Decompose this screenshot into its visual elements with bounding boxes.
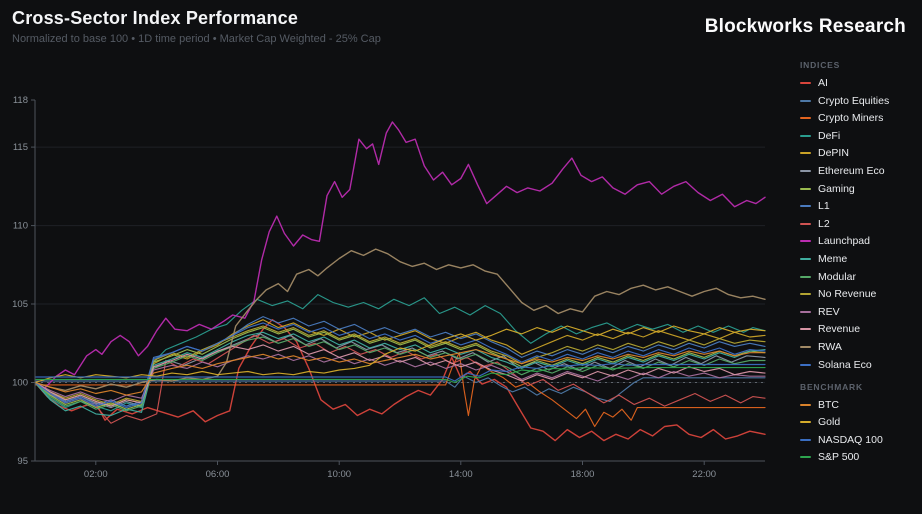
legend-item-l1[interactable]: L1 [800,200,918,212]
series-line-btc[interactable] [34,349,766,396]
page-subtitle: Normalized to base 100 • 1D time period … [12,33,381,45]
chart-canvas[interactable]: 95 100 105 110 115 118 02:00 06:00 10:00 14:00 18:… [0,0,782,514]
legend-item-launchpad[interactable]: Launchpad [800,235,918,247]
legend-swatch-icon [800,438,811,441]
legend-label: L2 [818,217,830,230]
brand-logo[interactable]: Blockworks Research [704,16,906,37]
legend-item-modular[interactable]: Modular [800,271,918,283]
series-line-l1[interactable] [34,316,766,407]
legend-swatch-icon [800,205,811,208]
legend-swatch-icon [800,117,811,120]
legend-swatch-icon [800,82,811,84]
legend-swatch-icon [800,421,811,424]
legend-item-depin[interactable]: DePIN [800,147,918,159]
legend-label: Meme [818,252,848,265]
series-line-rwa[interactable] [34,248,766,392]
legend-swatch-icon [800,328,811,331]
legend-swatch-icon [800,275,811,278]
legend-item-no-revenue[interactable]: No Revenue [800,288,918,300]
legend-swatch-icon [800,240,811,243]
legend-label: Crypto Miners [818,112,884,125]
series-line-nasdaq-100[interactable] [34,363,766,382]
y-tick-label: 110 [13,221,28,232]
legend-item-nasdaq-100[interactable]: NASDAQ 100 [800,434,918,446]
legend-label: AI [818,77,828,89]
legend-label: REV [818,305,840,318]
legend-swatch-icon [800,403,811,406]
legend-panel: INDICES AI Crypto Equities Crypto Miners DeF… [790,60,918,469]
legend-item-rwa[interactable]: RWA [800,341,918,353]
legend-label: Launchpad [818,235,870,248]
legend-group-header: INDICES [800,60,841,70]
legend-item-solana-eco[interactable]: Solana Eco [800,359,918,371]
x-tick-label: 22:00 [692,469,716,480]
x-tick-label: 18:00 [571,469,595,480]
legend-swatch-icon [800,293,811,296]
y-tick-label: 115 [13,142,28,153]
legend-item-crypto-equities[interactable]: Crypto Equities [800,95,918,107]
legend-label: S&P 500 [818,451,860,464]
legend-item-crypto-miners[interactable]: Crypto Miners [800,112,918,124]
legend-swatch-icon [800,99,811,102]
legend-item-gaming[interactable]: Gaming [800,183,918,195]
legend-swatch-icon [800,345,811,348]
legend-label: Modular [818,270,856,283]
performance-chart[interactable]: 95 100 105 110 115 118 02:00 06:00 10:00 14:00 18:… [0,0,782,514]
legend-swatch-icon [800,310,811,313]
series-line-rev[interactable] [34,353,766,402]
legend-label: No Revenue [818,288,877,301]
series-line-meme[interactable] [34,331,766,417]
legend-item-btc[interactable]: BTC [800,399,918,411]
legend-label: L1 [818,200,830,213]
series-line-gold[interactable] [34,325,766,384]
legend-swatch-icon [800,456,811,459]
series-line-s-p-500[interactable] [34,367,766,384]
x-tick-label: 02:00 [84,469,108,480]
legend-swatch-icon [800,363,811,366]
legend-label: DePIN [818,147,849,160]
legend-item-meme[interactable]: Meme [800,253,918,265]
legend-label: DeFi [818,129,841,142]
page-title: Cross-Sector Index Performance [12,8,299,28]
series-line-crypto-miners[interactable] [34,352,766,428]
legend-item-gold[interactable]: Gold [800,416,918,428]
legend-label: BTC [818,398,839,411]
legend-group-header: BENCHMARK [800,381,863,392]
legend-label: Solana Eco [818,358,872,371]
legend-swatch-icon [800,222,811,225]
legend-item-s-p-500[interactable]: S&P 500 [800,451,918,463]
y-tick-label: 118 [13,95,28,106]
legend-label: Crypto Equities [818,94,890,107]
legend-item-ethereum-eco[interactable]: Ethereum Eco [800,165,918,177]
legend-item-l2[interactable]: L2 [800,218,918,230]
legend-label: Gaming [818,182,855,195]
legend-item-defi[interactable]: DeFi [800,130,918,142]
legend-swatch-icon [800,152,811,155]
legend-item-ai[interactable]: AI [800,77,918,89]
legend-label: Ethereum Eco [818,164,885,177]
x-tick-label: 14:00 [449,469,473,480]
legend-label: NASDAQ 100 [818,433,883,446]
legend-label: Gold [818,416,841,429]
series-line-ai[interactable] [34,319,766,442]
x-tick-label: 10:00 [327,469,351,480]
y-tick-label: 105 [12,299,28,310]
x-tick-label: 06:00 [206,469,230,480]
legend-label: Revenue [818,323,861,336]
y-tick-label: 100 [12,378,28,389]
series-line-solana-eco[interactable] [34,322,766,409]
legend-item-revenue[interactable]: Revenue [800,323,918,335]
series-line-launchpad[interactable] [34,121,766,390]
y-tick-label: 95 [17,456,28,467]
legend-label: RWA [818,340,842,353]
legend-swatch-icon [800,169,811,172]
legend-swatch-icon [800,257,811,260]
legend-swatch-icon [800,187,811,190]
series-line-revenue[interactable] [34,344,766,407]
legend-swatch-icon [800,134,811,137]
legend-item-rev[interactable]: REV [800,306,918,318]
